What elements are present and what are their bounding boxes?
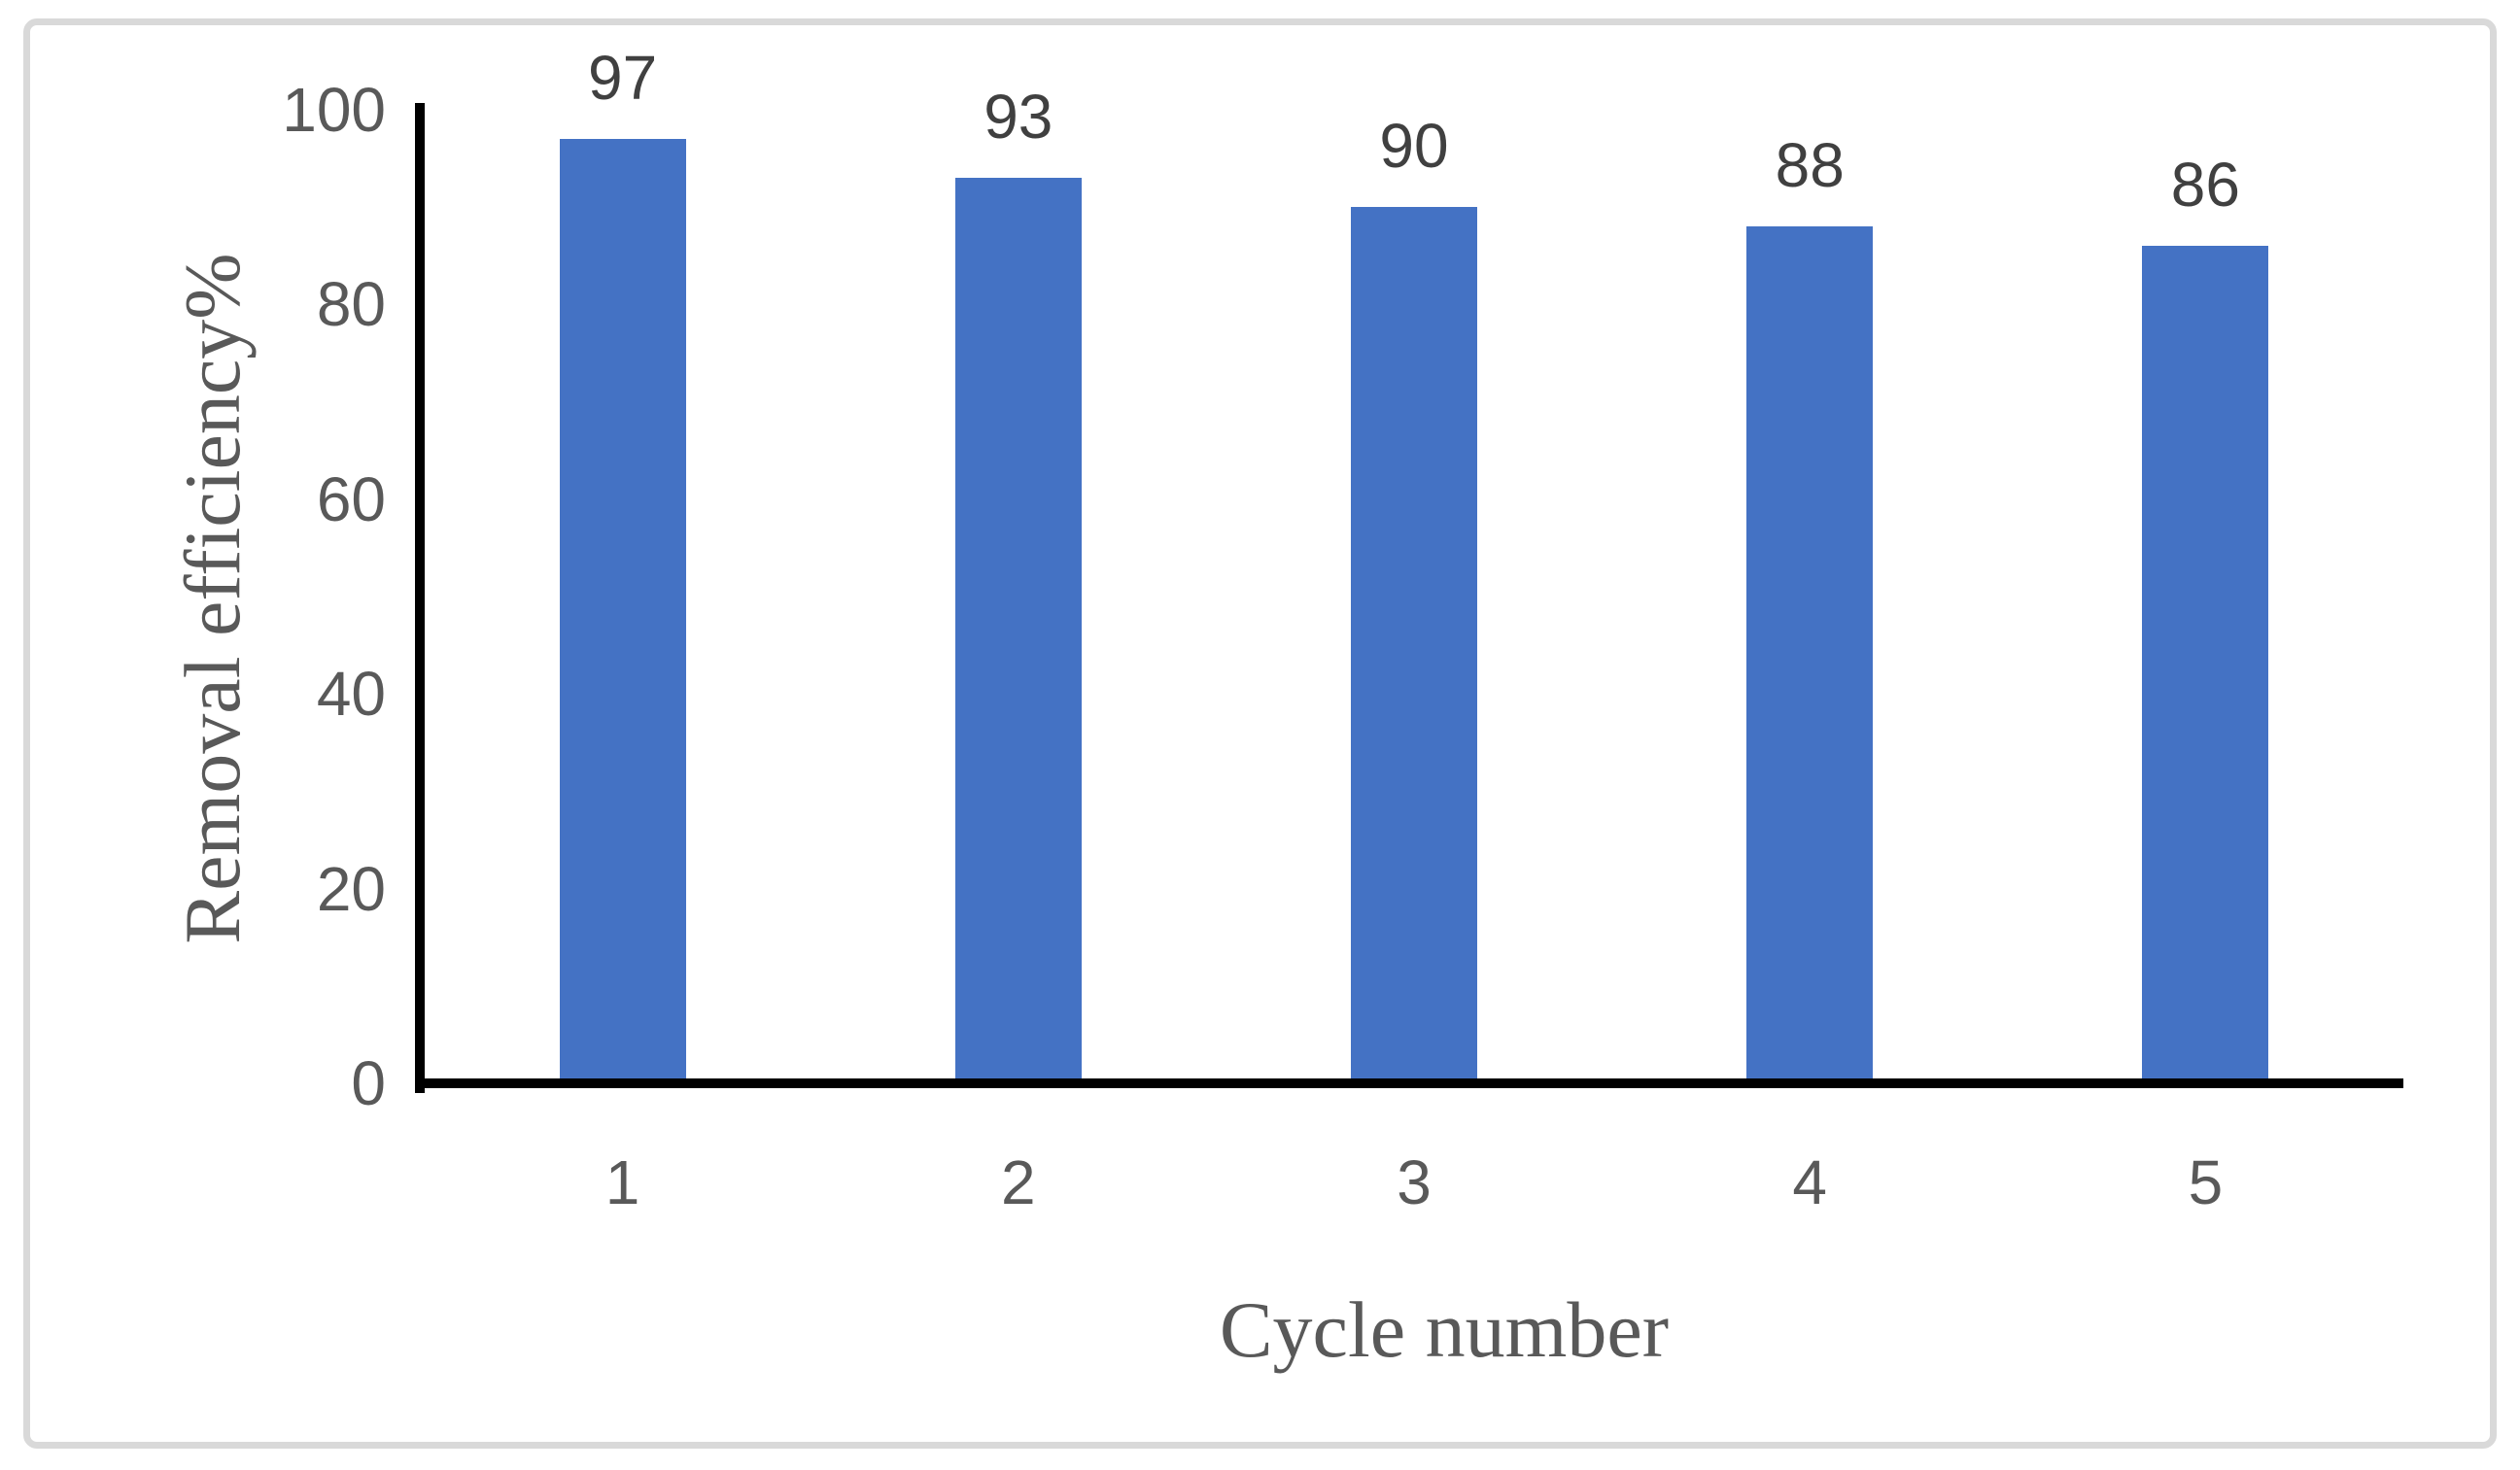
x-axis-line	[415, 1078, 2403, 1088]
bar-value-label: 88	[1775, 130, 1845, 201]
x-tick-label: 5	[2188, 1147, 2224, 1217]
x-tick-label: 3	[1397, 1147, 1432, 1217]
bar-value-label: 93	[984, 82, 1053, 153]
x-axis-title: Cycle number	[1219, 1285, 1670, 1374]
bar	[559, 139, 686, 1083]
bar	[954, 178, 1082, 1083]
x-tick-label: 4	[1792, 1147, 1827, 1217]
bar	[1746, 226, 1874, 1083]
bar-value-label: 86	[2170, 150, 2240, 221]
y-tick-label: 80	[316, 269, 386, 340]
x-tick-label: 2	[1001, 1147, 1036, 1217]
y-axis-title: Removal efficiency%	[168, 253, 257, 944]
y-tick-label: 100	[282, 75, 386, 145]
y-tick-label: 0	[351, 1048, 386, 1118]
bar	[2142, 246, 2269, 1083]
bar-value-label: 90	[1379, 111, 1449, 182]
y-tick-label: 40	[316, 659, 386, 730]
y-tick-label: 60	[316, 463, 386, 534]
bar-value-label: 97	[588, 43, 658, 114]
x-tick-label: 1	[604, 1147, 640, 1217]
y-tick-label: 20	[316, 853, 386, 924]
y-axis-line	[415, 103, 425, 1093]
chart-border-frame: Removal efficiency% Cycle number	[23, 18, 2497, 1449]
bar	[1351, 207, 1477, 1083]
